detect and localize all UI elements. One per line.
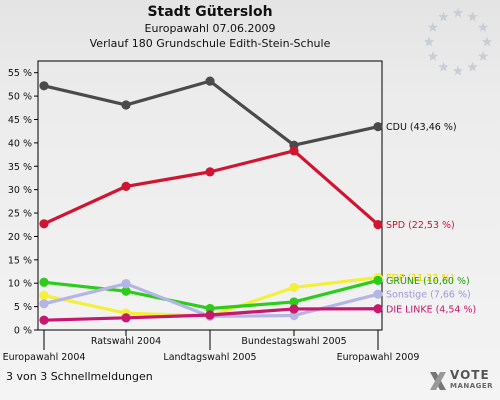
y-tick-label: 50 % (8, 92, 32, 103)
y-tick-label: 20 % (8, 232, 32, 243)
y-tick-label: 5 % (14, 302, 32, 313)
y-tick-label: 55 % (8, 68, 32, 79)
series-end-label-fdp: FDP (11,22 %) (386, 273, 454, 284)
series-point-fdp (39, 290, 49, 300)
x-tick-label: Bundestagswahl 2005 (241, 336, 346, 347)
series-point-grüne (373, 275, 383, 286)
series-point-grüne (289, 297, 299, 307)
series-point-cdu (39, 81, 49, 91)
series-point-spd (39, 219, 49, 229)
plot-area-frame (37, 60, 383, 331)
eu-star (477, 51, 489, 61)
y-tick-label: 40 % (8, 138, 32, 149)
series-point-spd (205, 167, 215, 177)
x-tick-label: Ratswahl 2004 (91, 336, 161, 347)
series-end-label-grüne: GRÜNE (10,60 %) (386, 276, 470, 287)
eu-star (423, 36, 435, 47)
y-tick-label: 25 % (8, 209, 32, 220)
votemanager-x-icon (430, 372, 446, 390)
y-tick-label: 30 % (8, 185, 32, 196)
series-end-label-spd: SPD (22,53 %) (386, 220, 455, 231)
x-tick-label: Europawahl 2009 (337, 352, 420, 363)
eu-star (438, 11, 449, 22)
eu-star (477, 22, 489, 32)
eu-star (427, 51, 439, 61)
votemanager-logo: VOTE MANAGER (428, 368, 496, 396)
y-tick-label: 35 % (8, 162, 32, 173)
series-point-die-linke (373, 304, 383, 314)
series-point-cdu (373, 122, 383, 132)
series-point-grüne (39, 277, 49, 287)
series-end-label-sonstige: Sonstige (7,66 %) (386, 290, 471, 301)
chart-subtitle-election: Europawahl 07.06.2009 (144, 22, 276, 35)
series-point-die-linke (205, 310, 215, 320)
x-tick-label: Europawahl 2004 (3, 352, 86, 363)
eu-star (481, 36, 493, 47)
eu-star (438, 61, 449, 72)
series-point-cdu (121, 100, 131, 110)
series-point-spd (289, 146, 299, 156)
series-point-grüne (121, 286, 131, 296)
series-point-die-linke (289, 304, 299, 314)
series-point-cdu (205, 76, 215, 86)
chart-title: Stadt Gütersloh (147, 4, 273, 20)
y-tick-label: 10 % (8, 279, 32, 290)
series-point-sonstige (121, 279, 131, 289)
eu-star (452, 65, 464, 76)
y-tick-label: 15 % (8, 255, 32, 266)
series-point-sonstige (289, 310, 299, 321)
x-tick-label: Landtagswahl 2005 (163, 352, 256, 363)
eu-star (427, 22, 439, 32)
series-point-spd (373, 219, 383, 230)
logo-word-manager: MANAGER (450, 382, 494, 390)
series-point-die-linke (39, 315, 49, 325)
series-line-cdu (42, 79, 380, 147)
eu-stars-icon (423, 7, 493, 76)
series-point-spd (121, 181, 131, 191)
y-tick-label: 0 % (14, 326, 32, 337)
series-point-die-linke (121, 313, 131, 323)
eu-star (467, 61, 478, 72)
logo-word-vote: VOTE (450, 368, 490, 382)
series-point-sonstige (39, 299, 49, 309)
series-point-grüne (205, 303, 215, 314)
eu-star (452, 7, 464, 18)
chart-subtitle-district: Verlauf 180 Grundschule Edith-Stein-Schu… (89, 37, 331, 50)
eu-star (467, 11, 478, 22)
report-count-text: 3 von 3 Schnellmeldungen (6, 370, 153, 383)
chart-titles: Stadt Gütersloh Europawahl 07.06.2009 Ve… (0, 4, 420, 51)
series-point-sonstige (373, 289, 383, 299)
series-point-fdp (289, 282, 299, 293)
series-end-label-cdu: CDU (43,46 %) (386, 122, 457, 133)
series-end-label-die-linke: DIE LINKE (4,54 %) (386, 304, 476, 315)
y-tick-label: 45 % (8, 115, 32, 126)
series-line-spd (42, 149, 380, 227)
